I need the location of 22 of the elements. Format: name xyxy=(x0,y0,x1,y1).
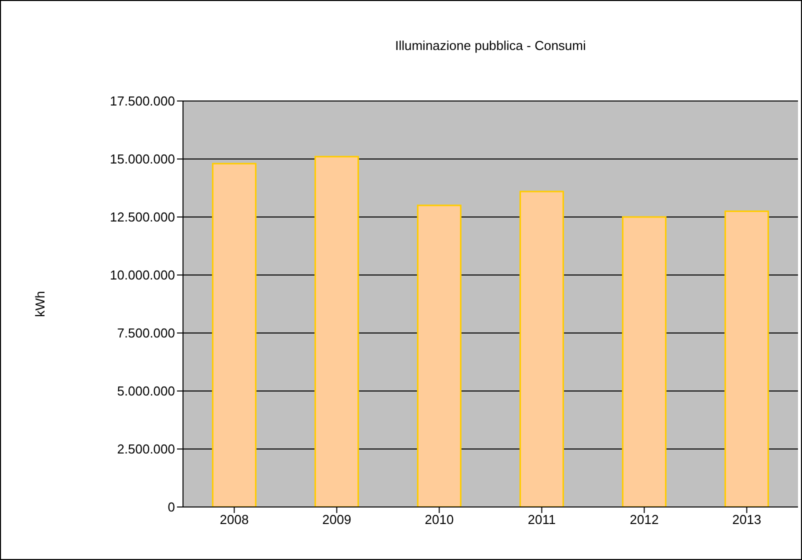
y-tick-label: 10.000.000 xyxy=(110,268,175,283)
x-tick-label: 2013 xyxy=(732,512,762,528)
y-tick-label: 7.500.000 xyxy=(117,326,175,341)
y-tick-label: 5.000.000 xyxy=(117,384,175,399)
y-tick-label: 2.500.000 xyxy=(117,442,175,457)
bar xyxy=(314,156,359,507)
bar xyxy=(212,162,256,507)
y-tick-label: 0 xyxy=(168,500,175,515)
x-tick-label: 2011 xyxy=(528,512,556,528)
y-tick-label: 17.500.000 xyxy=(110,94,175,109)
x-tick-label: 2010 xyxy=(424,512,454,528)
x-tick-label: 2009 xyxy=(322,512,352,528)
x-tick-label: 2008 xyxy=(220,512,249,528)
x-tick-label: 2012 xyxy=(630,512,659,528)
y-tick-label: 12.500.000 xyxy=(110,210,175,225)
y-axis-title: kWh xyxy=(32,291,48,317)
bar xyxy=(622,216,666,507)
y-tick-label: 15.000.000 xyxy=(110,152,175,167)
bar xyxy=(416,204,462,507)
bar xyxy=(519,190,564,507)
bar xyxy=(724,210,769,507)
chart-title: Illuminazione pubblica - Consumi xyxy=(394,38,587,53)
